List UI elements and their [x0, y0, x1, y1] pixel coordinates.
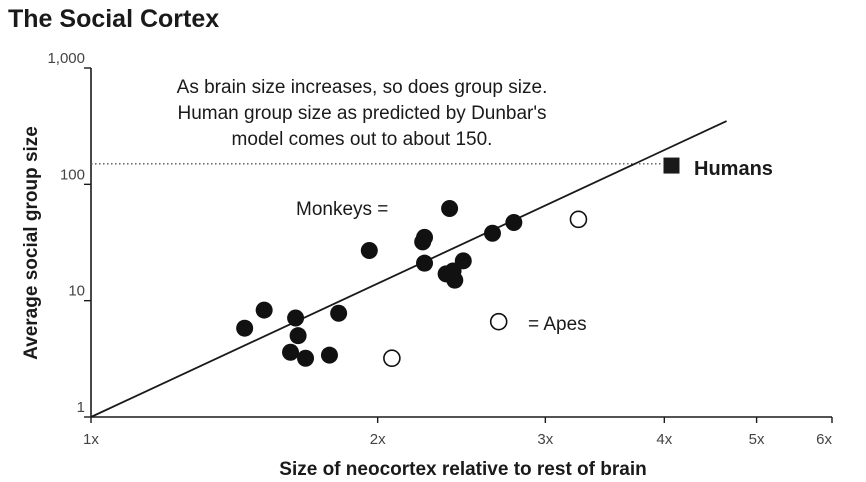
humans-point — [663, 157, 680, 174]
monkey-point — [483, 224, 501, 242]
monkey-point — [360, 241, 378, 259]
monkey-point — [255, 301, 273, 319]
monkey-point — [282, 343, 300, 361]
x-tick-label: 1x — [83, 431, 99, 448]
monkeys-legend: Monkeys = — [296, 199, 388, 220]
monkey-point — [446, 271, 464, 289]
annotation-text: As brain size increases, so does group s… — [177, 77, 548, 150]
x-tick-label: 5x — [749, 431, 765, 448]
monkey-point — [330, 304, 348, 322]
y-tick-label: 10 — [68, 283, 85, 300]
x-tick-label: 4x — [656, 431, 672, 448]
y-axis-label: Average social group size — [21, 126, 42, 360]
data-points — [236, 157, 680, 368]
monkeys-legend-label: Monkeys = — [296, 199, 388, 220]
x-axis-label: Size of neocortex relative to rest of br… — [279, 459, 646, 480]
ape-point — [383, 349, 401, 368]
monkey-point — [416, 228, 434, 246]
x-tick-label: 2x — [370, 431, 386, 448]
monkey-point — [236, 319, 254, 337]
apes-legend: = Apes — [528, 314, 587, 335]
ape-point — [569, 210, 588, 229]
annotation-line-1: As brain size increases, so does group s… — [177, 77, 548, 98]
y-ticks: 1 10 100 1,000 — [47, 50, 91, 418]
y-tick-label: 1 — [77, 399, 85, 416]
x-tick-label: 3x — [537, 431, 553, 448]
apes-legend-label: = Apes — [528, 314, 587, 335]
chart-title: The Social Cortex — [8, 5, 219, 33]
trend-line — [90, 120, 727, 418]
y-tick-label: 1,000 — [47, 50, 85, 67]
x-tick-label: 6x — [816, 431, 832, 448]
monkey-point — [454, 252, 472, 270]
monkey-point — [320, 346, 338, 364]
monkey-point — [416, 254, 434, 272]
monkey-point — [505, 213, 523, 231]
ape-point — [489, 312, 508, 331]
monkey-point — [441, 199, 459, 217]
monkey-point — [289, 327, 307, 345]
humans-label: Humans — [694, 158, 773, 180]
x-ticks: 1x 2x 3x 4x 5x 6x — [83, 417, 833, 448]
trend-line-layer — [90, 120, 727, 418]
annotation-line-2: Human group size as predicted by Dunbar'… — [177, 103, 546, 124]
y-tick-label: 100 — [60, 166, 85, 183]
monkey-point — [297, 349, 315, 367]
annotation-line-3: model comes out to about 150. — [232, 129, 493, 150]
monkey-point — [287, 309, 305, 327]
